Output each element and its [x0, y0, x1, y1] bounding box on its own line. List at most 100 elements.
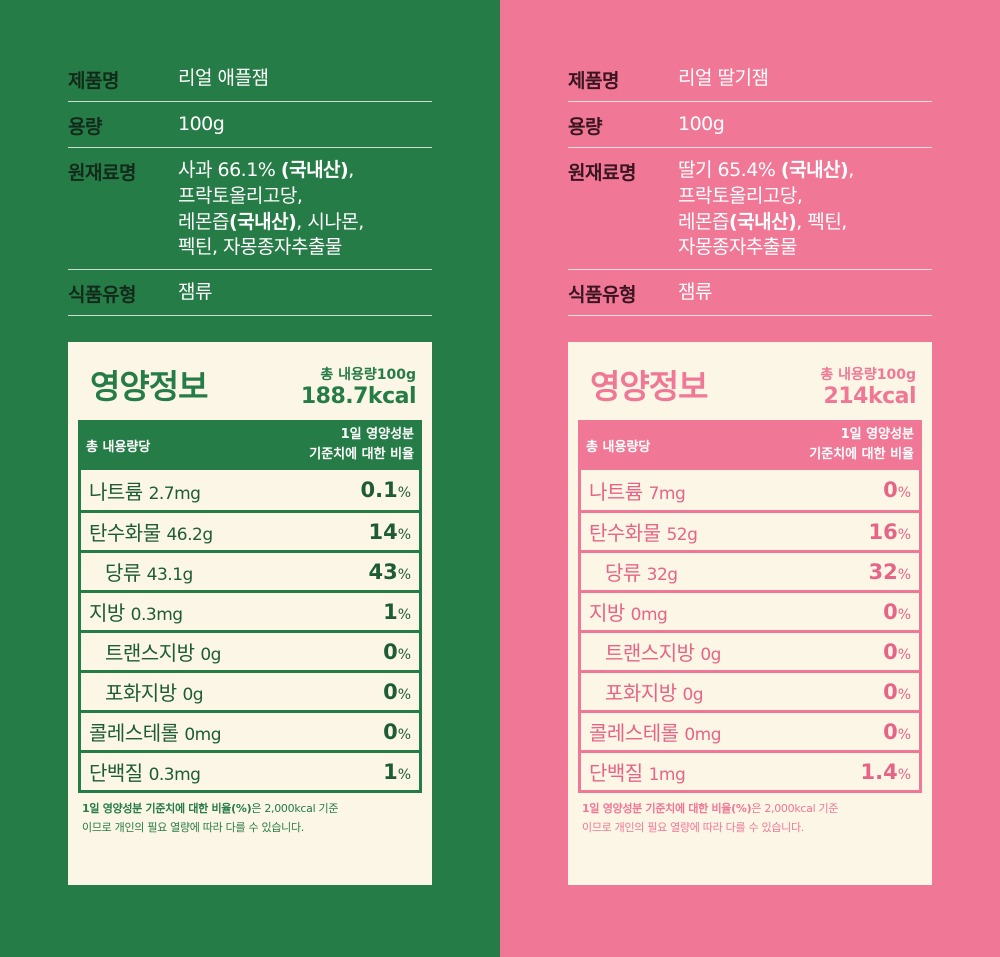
- nutrition-title: 영양정보: [90, 367, 208, 406]
- nutrient-row: 나트륨 7mg 0%: [581, 470, 919, 510]
- nutrient-amount: 0g: [682, 685, 704, 705]
- per-total-label: 총 내용량당: [86, 439, 151, 455]
- food-type-value: 잼류: [678, 281, 712, 304]
- food-type-row: 식품유형 잼류: [568, 270, 932, 317]
- nutrient-amount: 0mg: [684, 725, 722, 745]
- nutrient-row: 당류 43.1g 43%: [81, 550, 419, 590]
- nutrient-name: 나트륨 2.7mg: [89, 479, 201, 504]
- nutrient-row: 트랜스지방 0g 0%: [81, 630, 419, 670]
- daily-value-note: 1일 영양성분 기준치에 대한 비율(%)은 2,000kcal 기준 이므로 개…: [582, 802, 839, 835]
- nutrition-table-header: 총 내용량당 1일 영양성분 기준치에 대한 비율: [578, 420, 922, 470]
- food-type-row: 식품유형 잼류: [68, 270, 432, 317]
- calories: 188.7kcal: [300, 384, 417, 409]
- nutrient-daily-value: 0%: [383, 719, 411, 744]
- volume-value: 100g: [678, 113, 725, 135]
- nutrient-amount: 0g: [700, 645, 721, 665]
- nutrient-daily-value: 0%: [883, 599, 911, 624]
- nutrient-daily-value: 16%: [868, 519, 911, 544]
- nutrient-daily-value: 0%: [383, 679, 411, 704]
- nutrient-amount: 0mg: [630, 605, 668, 625]
- daily-value-label: 1일 영양성분 기준치에 대한 비율: [309, 426, 414, 462]
- nutrient-amount: 46.2g: [166, 525, 213, 545]
- nutrient-row: 탄수화물 46.2g 14%: [81, 510, 419, 550]
- product-info: 제품명 리얼 딸기잼 용량 100g 원재료명 딸기 65.4% (국내산), …: [568, 62, 932, 317]
- calories: 214kcal: [823, 384, 917, 409]
- food-type-value: 잼류: [178, 281, 212, 304]
- ingredients-label: 원재료명: [68, 162, 136, 184]
- nutrient-name: 포화지방 0g: [605, 681, 704, 705]
- product-name-row: 제품명 리얼 딸기잼: [568, 62, 932, 102]
- volume-label: 용량: [68, 116, 102, 138]
- nutrient-daily-value: 0%: [883, 679, 911, 704]
- product-info: 제품명 리얼 애플잼 용량 100g 원재료명 사과 66.1% (국내산), …: [68, 62, 432, 317]
- product-name-value: 리얼 딸기잼: [678, 67, 769, 89]
- nutrient-row: 당류 32g 32%: [581, 550, 919, 590]
- nutrient-amount: 43.1g: [146, 565, 194, 585]
- ingredients-value: 사과 66.1% (국내산), 프락토올리고당, 레몬즙(국내산), 시나몬, …: [178, 158, 364, 261]
- nutrient-row: 트랜스지방 0g 0%: [581, 630, 919, 670]
- nutrient-daily-value: 43%: [368, 559, 411, 584]
- nutrient-name: 당류 43.1g: [105, 561, 194, 585]
- per-total-label: 총 내용량당: [586, 439, 651, 455]
- nutrient-row: 단백질 1mg 1.4%: [581, 750, 919, 790]
- nutrient-daily-value: 0%: [883, 639, 911, 664]
- nutrient-amount: 7mg: [648, 483, 686, 504]
- volume-row: 용량 100g: [568, 102, 932, 148]
- volume-value: 100g: [178, 113, 225, 135]
- nutrition-header: 영양정보 총 내용량100g 188.7kcal: [78, 342, 422, 420]
- nutrient-row: 탄수화물 52g 16%: [581, 510, 919, 550]
- nutrient-name: 콜레스테롤 0mg: [89, 721, 222, 745]
- nutrient-name: 콜레스테롤 0mg: [589, 721, 722, 745]
- nutrient-name: 지방 0.3mg: [89, 601, 183, 625]
- nutrient-row: 포화지방 0g 0%: [581, 670, 919, 710]
- nutrition-facts-card: 영양정보 총 내용량100g 214kcal 총 내용량당 1일 영양성분 기준치…: [568, 342, 932, 885]
- strawberry-jam-panel: 제품명 리얼 딸기잼 용량 100g 원재료명 딸기 65.4% (국내산), …: [500, 0, 1000, 957]
- nutrient-daily-value: 0%: [383, 639, 411, 664]
- nutrient-name: 지방 0mg: [589, 601, 668, 625]
- nutrient-name: 탄수화물 46.2g: [89, 521, 213, 545]
- daily-value-label: 1일 영양성분 기준치에 대한 비율: [809, 426, 914, 462]
- ingredients-value: 딸기 65.4% (국내산), 프락토올리고당, 레몬즙(국내산), 펙틴, 자…: [678, 158, 854, 261]
- volume-label: 용량: [568, 116, 602, 138]
- nutrient-daily-value: 0.1%: [360, 478, 411, 502]
- ingredients-line: 레몬즙(국내산), 시나몬,: [178, 210, 364, 233]
- ingredients-label: 원재료명: [568, 162, 636, 184]
- nutrient-name: 단백질 0.3mg: [89, 761, 201, 785]
- ingredients-line: 사과 66.1% (국내산),: [178, 159, 354, 181]
- nutrient-amount: 32g: [646, 565, 678, 585]
- nutrient-amount: 52g: [666, 525, 698, 545]
- product-name-label: 제품명: [568, 70, 619, 92]
- nutrient-daily-value: 0%: [883, 719, 911, 744]
- nutrient-row: 나트륨 2.7mg 0.1%: [81, 470, 419, 510]
- ingredients-line: 딸기 65.4% (국내산),: [678, 159, 854, 181]
- nutrient-row: 콜레스테롤 0mg 0%: [81, 710, 419, 750]
- product-name-label: 제품명: [68, 70, 119, 92]
- nutrient-name: 포화지방 0g: [105, 681, 204, 705]
- nutrient-name: 당류 32g: [605, 561, 678, 585]
- nutrient-daily-value: 32%: [868, 559, 911, 584]
- nutrient-row: 포화지방 0g 0%: [81, 670, 419, 710]
- ingredients-row: 원재료명 딸기 65.4% (국내산), 프락토올리고당, 레몬즙(국내산), …: [568, 148, 932, 271]
- ingredients-row: 원재료명 사과 66.1% (국내산), 프락토올리고당, 레몬즙(국내산), …: [68, 148, 432, 271]
- nutrient-amount: 0g: [200, 645, 221, 665]
- nutrition-facts-card: 영양정보 총 내용량100g 188.7kcal 총 내용량당 1일 영양성분 기…: [68, 342, 432, 885]
- daily-value-note: 1일 영양성분 기준치에 대한 비율(%)은 2,000kcal 기준 이므로 개…: [82, 802, 339, 835]
- ingredients-line: 프락토올리고당,: [178, 184, 303, 207]
- nutrient-daily-value: 1.4%: [860, 759, 911, 784]
- product-name-row: 제품명 리얼 애플잼: [68, 62, 432, 102]
- nutrient-daily-value: 0%: [883, 478, 911, 502]
- serving-basis: 총 내용량100g: [320, 367, 416, 383]
- nutrient-name: 나트륨 7mg: [589, 479, 686, 504]
- serving-basis: 총 내용량100g: [820, 367, 916, 383]
- product-name-value: 리얼 애플잼: [178, 67, 269, 89]
- food-type-label: 식품유형: [568, 284, 636, 307]
- nutrient-daily-value: 14%: [368, 519, 411, 544]
- nutrient-name: 트랜스지방 0g: [105, 641, 221, 665]
- nutrient-amount: 0mg: [184, 725, 222, 745]
- apple-jam-panel: 제품명 리얼 애플잼 용량 100g 원재료명 사과 66.1% (국내산), …: [0, 0, 500, 957]
- ingredients-line: 자몽종자추출물: [678, 236, 797, 259]
- nutrient-amount: 0.3mg: [130, 605, 183, 625]
- ingredients-line: 펙틴, 자몽종자추출물: [178, 236, 342, 259]
- nutrition-header: 영양정보 총 내용량100g 214kcal: [578, 342, 922, 420]
